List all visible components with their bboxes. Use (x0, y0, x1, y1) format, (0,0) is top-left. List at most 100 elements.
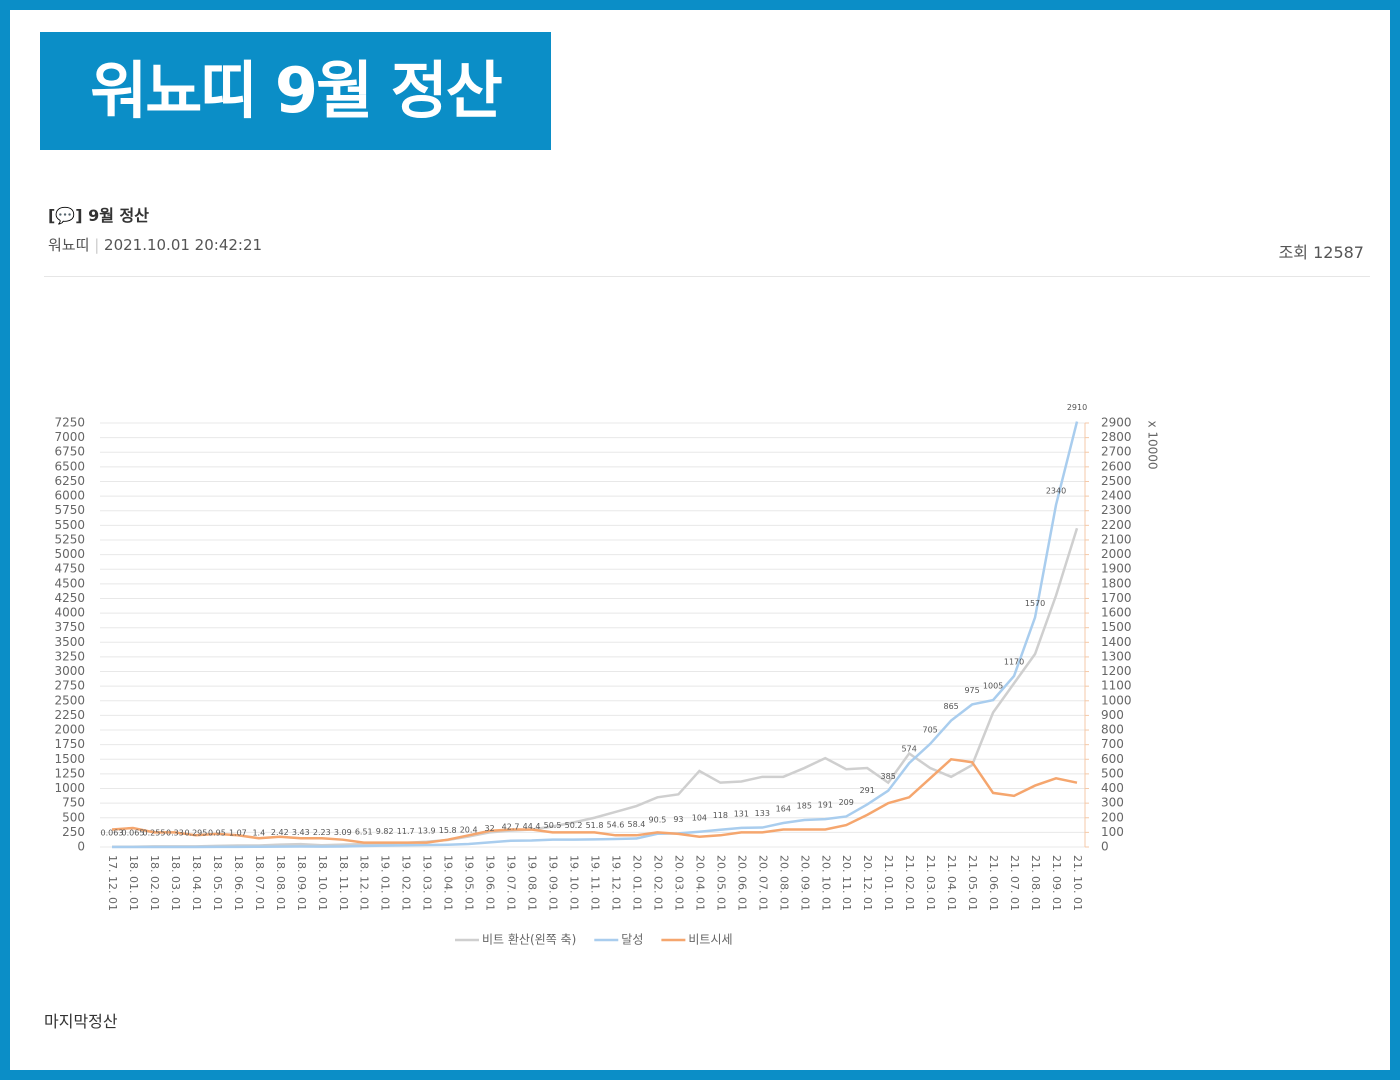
data-label: 44.4 (523, 822, 541, 831)
x-tick-label: 20. 05. 01 (714, 855, 727, 911)
data-label: 42.7 (502, 822, 520, 831)
y2-tick-label: 1300 (1101, 649, 1132, 663)
data-label: 11.7 (397, 827, 415, 836)
y2-tick-label: 1600 (1101, 606, 1132, 620)
data-label: 3.09 (334, 828, 352, 837)
x-tick-label: 20. 04. 01 (693, 855, 706, 911)
y-tick-label: 1250 (54, 766, 85, 780)
x-tick-label: 18. 01. 01 (127, 855, 140, 911)
x-tick-label: 20. 11. 01 (840, 855, 853, 911)
data-label: 51.8 (586, 821, 604, 830)
data-label: 32 (485, 824, 495, 833)
y2-tick-label: 400 (1101, 781, 1124, 795)
series-line (111, 421, 1079, 849)
x-tick-label: 19. 01. 01 (379, 855, 392, 911)
x-tick-label: 19. 06. 01 (484, 855, 497, 911)
y-tick-label: 1000 (54, 781, 85, 795)
y-tick-label: 5750 (54, 503, 85, 517)
x-tick-label: 21. 04. 01 (945, 855, 958, 911)
x-tick-label: 21. 07. 01 (1008, 855, 1021, 911)
y-tick-label: 3500 (54, 635, 85, 649)
x-tick-label: 19. 04. 01 (442, 855, 455, 911)
comment-icon: 💬 (55, 206, 76, 225)
y2-tick-label: 2000 (1101, 547, 1132, 561)
post-meta: 워뇨띠 | 2021.10.01 20:42:21 (48, 236, 263, 254)
x-tick-label: 18. 03. 01 (169, 855, 182, 911)
y2-tick-label: 1800 (1101, 576, 1132, 590)
y-tick-label: 2250 (54, 708, 85, 722)
data-label: 2340 (1046, 486, 1066, 495)
author[interactable]: 워뇨띠 (48, 236, 90, 254)
y2-tick-label: 1400 (1101, 635, 1132, 649)
y-tick-label: 4250 (54, 591, 85, 605)
data-label: 118 (713, 811, 728, 820)
banner-title: 워뇨띠 9월 정산 (40, 32, 551, 150)
y-tick-label: 4000 (54, 606, 85, 620)
x-tick-label: 18. 07. 01 (253, 855, 266, 911)
x-tick-label: 21. 02. 01 (903, 855, 916, 911)
legend-label: 비트 환산(왼쪽 축) (482, 933, 576, 947)
data-label: 3.43 (292, 828, 310, 837)
x-tick-label: 20. 12. 01 (861, 855, 874, 911)
y-tick-label: 0 (77, 840, 85, 854)
y-tick-label: 750 (62, 796, 85, 810)
legend-label: 달성 (621, 933, 643, 947)
data-label: 6.51 (355, 828, 373, 837)
y-tick-label: 5500 (54, 518, 85, 532)
y2-axis-label: x 10000 (1146, 420, 1160, 469)
y2-tick-label: 2200 (1101, 518, 1132, 532)
y-tick-label: 5000 (54, 547, 85, 561)
data-label: 975 (964, 686, 979, 695)
y2-tick-label: 1100 (1101, 679, 1132, 693)
x-tick-label: 18. 06. 01 (232, 855, 245, 911)
y-tick-label: 500 (62, 810, 85, 824)
y-tick-label: 2750 (54, 679, 85, 693)
data-label: 385 (881, 772, 896, 781)
x-tick-label: 20. 09. 01 (798, 855, 811, 911)
y-tick-label: 2000 (54, 723, 85, 737)
x-tick-label: 20. 08. 01 (777, 855, 790, 911)
x-tick-label: 21. 01. 01 (882, 855, 895, 911)
x-tick-label: 21. 08. 01 (1029, 855, 1042, 911)
y2-tick-label: 500 (1101, 766, 1124, 780)
data-label: 0.95 (208, 828, 226, 837)
data-label: 20.4 (460, 826, 478, 835)
y-tick-label: 250 (62, 825, 85, 839)
y2-tick-label: 0 (1101, 840, 1109, 854)
data-label: 0.33 (166, 828, 184, 837)
x-tick-label: 18. 05. 01 (211, 855, 224, 911)
x-tick-label: 21. 06. 01 (987, 855, 1000, 911)
data-label: 15.8 (439, 826, 457, 835)
x-tick-label: 19. 11. 01 (589, 855, 602, 911)
data-label: 133 (755, 809, 770, 818)
data-label: 1.4 (252, 828, 265, 837)
x-tick-label: 18. 11. 01 (337, 855, 350, 911)
data-label: 209 (839, 798, 854, 807)
y2-tick-label: 900 (1101, 708, 1124, 722)
post-title-row: [💬] 9월 정산 (48, 206, 149, 225)
y2-tick-label: 2100 (1101, 532, 1132, 546)
x-tick-label: 20. 02. 01 (651, 855, 664, 911)
y-tick-label: 4750 (54, 562, 85, 576)
x-tick-label: 20. 01. 01 (630, 855, 643, 911)
data-label: 1170 (1004, 657, 1024, 666)
x-tick-label: 20. 07. 01 (756, 855, 769, 911)
x-tick-label: 19. 02. 01 (400, 855, 413, 911)
y-tick-label: 1750 (54, 737, 85, 751)
y2-tick-label: 1700 (1101, 591, 1132, 605)
y2-tick-label: 300 (1101, 796, 1124, 810)
data-label: 90.5 (649, 815, 667, 824)
x-tick-label: 18. 09. 01 (295, 855, 308, 911)
data-label: 50.5 (544, 821, 562, 830)
y2-tick-label: 200 (1101, 810, 1124, 824)
x-tick-label: 18. 10. 01 (316, 855, 329, 911)
x-tick-label: 18. 04. 01 (190, 855, 203, 911)
x-tick-label: 18. 12. 01 (358, 855, 371, 911)
data-label: 0.295 (184, 828, 207, 837)
data-label: 291 (860, 786, 875, 795)
x-tick-label: 19. 08. 01 (526, 855, 539, 911)
y2-tick-label: 1500 (1101, 620, 1132, 634)
x-tick-label: 19. 05. 01 (463, 855, 476, 911)
series-line (111, 757, 1078, 844)
